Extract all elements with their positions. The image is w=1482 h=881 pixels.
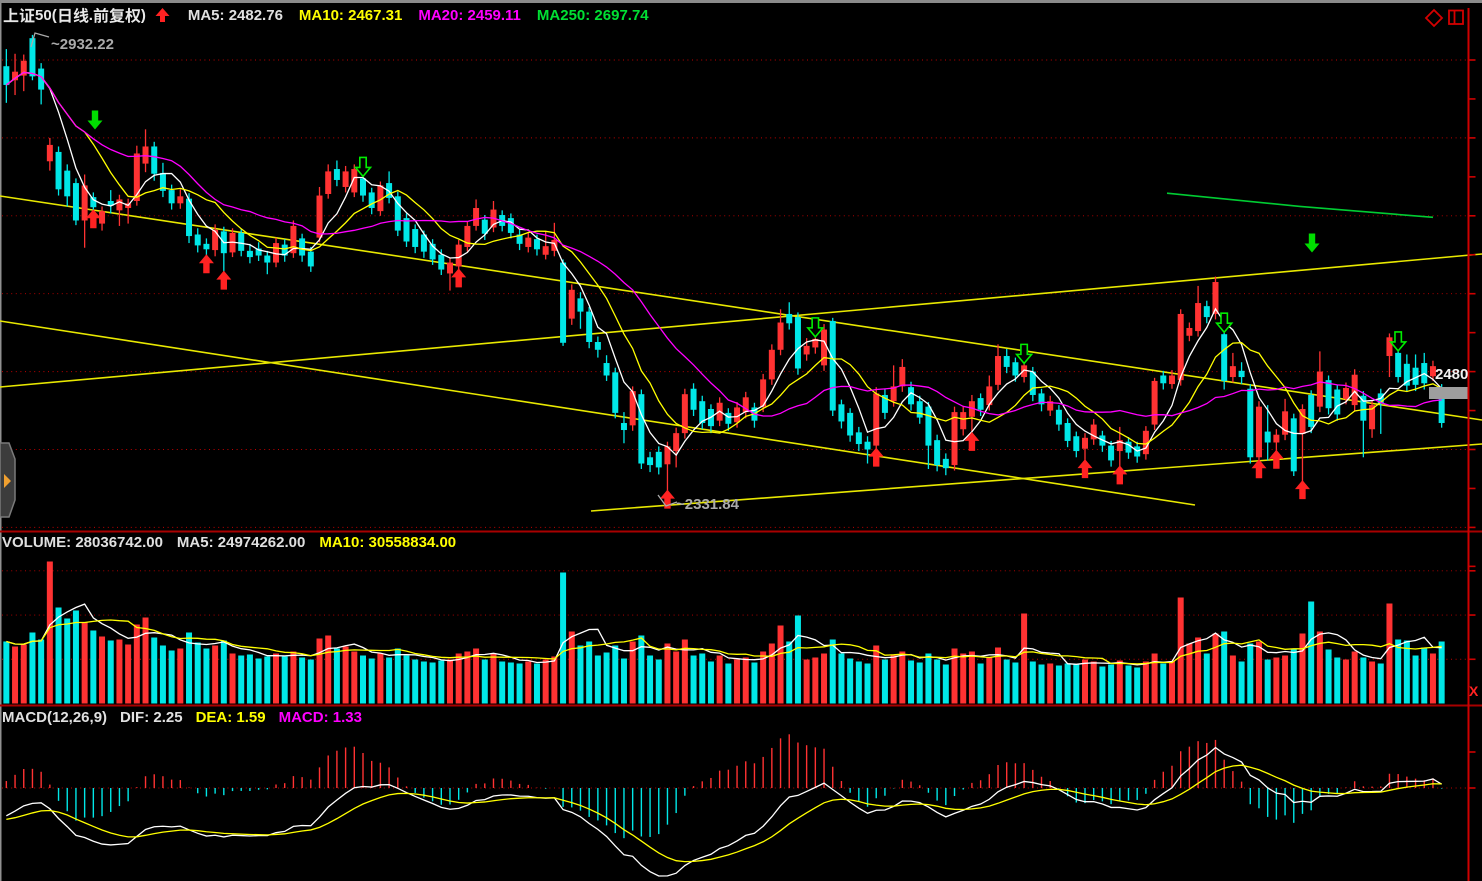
pane-divider bbox=[0, 530, 1482, 533]
macd-pane-header: MACD(12,26,9) DIF: 2.25 DEA: 1.59 MACD: … bbox=[2, 709, 375, 726]
volume-bars bbox=[3, 561, 1445, 704]
buy-arrow-icon bbox=[1251, 459, 1267, 479]
macd-value-label: MACD: 1.33 bbox=[278, 709, 362, 726]
pane-close-icon[interactable]: X bbox=[1469, 683, 1479, 699]
ma250-legend: MA250: 2697.74 bbox=[536, 6, 649, 24]
gridlines bbox=[2, 59, 1469, 789]
diamond-icon bbox=[1424, 8, 1444, 28]
buy-arrow-icon bbox=[198, 254, 214, 274]
buy-arrow-icon bbox=[1268, 449, 1284, 469]
high-price-annotation: ~2932.22 bbox=[51, 36, 114, 53]
last-price-tag: 2480 bbox=[1435, 366, 1469, 383]
ma20-legend: MA20: 2459.11 bbox=[418, 6, 521, 24]
macd-dea-label: DEA: 1.59 bbox=[195, 709, 266, 726]
volume-ma-lines bbox=[6, 603, 1442, 666]
buy-arrow-icon bbox=[659, 489, 675, 509]
macd-dea-line bbox=[6, 764, 1442, 863]
candlesticks bbox=[3, 34, 1445, 503]
sell-arrow-icon bbox=[87, 110, 103, 130]
right-triangle-icon bbox=[4, 474, 11, 488]
buy-arrow-icon bbox=[964, 431, 980, 451]
up-arrow-icon bbox=[154, 7, 171, 23]
sell-arrow-icon bbox=[1304, 233, 1320, 253]
buy-arrow-icon bbox=[216, 270, 232, 290]
volume-pane-header: VOLUME: 28036742.00 MA5: 24974262.00 MA1… bbox=[2, 534, 470, 551]
macd-params-label: MACD(12,26,9) bbox=[2, 709, 108, 726]
volume-ma10-label: MA10: 30558834.00 bbox=[319, 534, 457, 551]
price-tag-box bbox=[1429, 387, 1468, 399]
buy-arrow-icon bbox=[85, 209, 101, 229]
window-left-edge bbox=[0, 3, 2, 881]
window-icons[interactable] bbox=[1424, 8, 1464, 28]
macd-dif-label: DIF: 2.25 bbox=[120, 709, 183, 726]
sell-arrow-icon bbox=[1388, 331, 1408, 353]
ma250 bbox=[1166, 192, 1434, 219]
pane-frame bbox=[0, 8, 1482, 881]
sell-arrow-icon bbox=[353, 156, 373, 178]
sell-arrow-icon bbox=[1014, 343, 1034, 365]
sidebar-handle[interactable] bbox=[0, 442, 16, 518]
buy-arrow-icon bbox=[868, 447, 884, 467]
ma5-legend: MA5: 2482.76 bbox=[187, 6, 283, 24]
macd-dif-line bbox=[6, 746, 1442, 877]
sell-arrow-icon bbox=[1214, 312, 1234, 334]
low-price-annotation: ~2331.84 bbox=[676, 496, 739, 513]
right-axis-border bbox=[1467, 8, 1470, 881]
sell-arrow-icon bbox=[806, 317, 825, 339]
ma250-line bbox=[1166, 192, 1434, 219]
signal-arrows bbox=[85, 110, 1408, 509]
page-title: 5 0(.) bbox=[3, 7, 146, 24]
annotation-pointers bbox=[30, 32, 678, 507]
buy-arrow-icon bbox=[1112, 465, 1128, 485]
price-pane-header: 5 0(.) MA5: 2482.76 MA10: 2467.31 MA20: 2… bbox=[3, 5, 649, 25]
pane-divider bbox=[0, 704, 1482, 707]
buy-arrow-icon bbox=[451, 268, 467, 288]
macd-plot bbox=[5, 734, 1443, 877]
volume-value-label: VOLUME: 28036742.00 bbox=[2, 534, 163, 551]
buy-arrow-icon bbox=[1294, 480, 1310, 500]
window-box-icon bbox=[1448, 9, 1464, 25]
price-ma-lines bbox=[5, 71, 1443, 457]
volume-ma5-label: MA5: 24974262.00 bbox=[176, 534, 306, 551]
ma10-legend: MA10: 2467.31 bbox=[298, 6, 403, 24]
buy-arrow-icon bbox=[1077, 459, 1093, 479]
window-top-strip bbox=[0, 0, 1482, 3]
